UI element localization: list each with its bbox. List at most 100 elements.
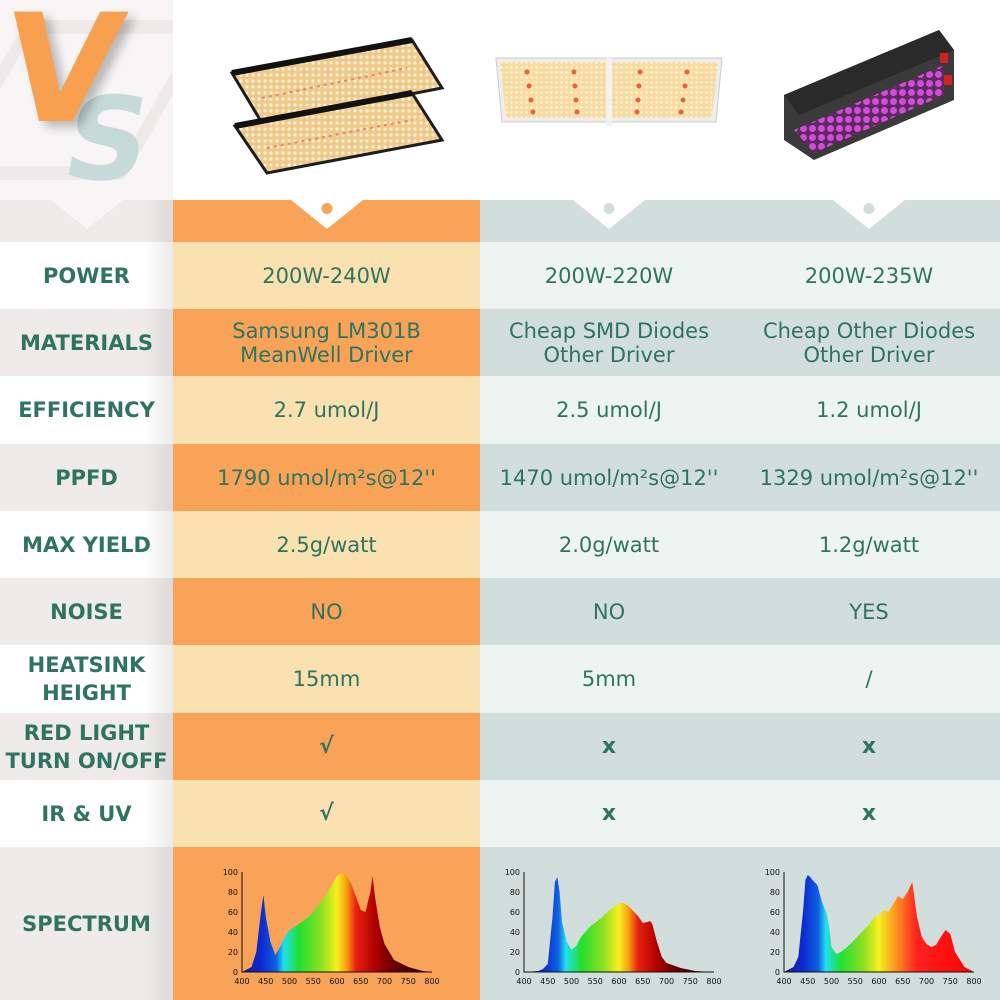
row-label-text: PPFD xyxy=(55,465,118,490)
cell-power: 200W-235W xyxy=(738,242,1000,309)
svg-text:20: 20 xyxy=(770,948,780,957)
cell-heatsink-height: / xyxy=(738,645,1000,713)
row-label-materials: MATERIALS xyxy=(0,309,173,376)
svg-text:550: 550 xyxy=(305,977,320,986)
cross-icon: x xyxy=(601,733,617,759)
cell-ppfd: 1329 umol/m²s@12'' xyxy=(738,444,1000,511)
cross-icon: x xyxy=(861,733,877,759)
band-dot-icon xyxy=(863,203,875,214)
svg-text:800: 800 xyxy=(966,977,981,986)
svg-text:100: 100 xyxy=(765,868,780,877)
blurple-light-icon xyxy=(784,30,954,160)
svg-text:100: 100 xyxy=(505,868,520,877)
svg-text:60: 60 xyxy=(510,908,520,917)
band-dot-icon xyxy=(603,203,615,214)
svg-text:650: 650 xyxy=(635,977,650,986)
cell-efficiency: 1.2 umol/J xyxy=(738,376,1000,444)
svg-text:80: 80 xyxy=(510,888,520,897)
band-dot-icon xyxy=(321,203,332,214)
row-label-text: IR & UV xyxy=(41,801,132,826)
cell-ir-uv: √ xyxy=(173,780,480,847)
cell-materials: Cheap Other Diodes Other Driver xyxy=(738,309,1000,376)
product-column-smd: 200W-220W Cheap SMD Diodes Other Driver 2.… xyxy=(480,0,738,1000)
cell-materials: Cheap SMD Diodes Other Driver xyxy=(480,309,738,376)
spectrum-area xyxy=(784,874,974,972)
cross-icon: x xyxy=(601,800,617,826)
cell-heatsink-height: 5mm xyxy=(480,645,738,713)
cell-spectrum: 0 20 40 60 80 100 400 450 500 550 600 650 700 750 800 xyxy=(738,847,1000,1000)
cell-value: NO xyxy=(310,599,343,624)
row-label-ppfd: PPFD xyxy=(0,444,173,511)
svg-text:600: 600 xyxy=(329,977,344,986)
cell-value: 200W-220W xyxy=(544,263,674,288)
svg-text:400: 400 xyxy=(516,977,531,986)
svg-text:750: 750 xyxy=(683,977,698,986)
row-label-noise: NOISE xyxy=(0,578,173,645)
product-image-featured xyxy=(173,0,480,200)
svg-text:80: 80 xyxy=(227,888,237,897)
svg-text:600: 600 xyxy=(611,977,626,986)
svg-text:20: 20 xyxy=(510,948,520,957)
svg-text:400: 400 xyxy=(234,977,249,986)
svg-text:0: 0 xyxy=(232,968,237,977)
svg-text:450: 450 xyxy=(800,977,815,986)
cell-noise: YES xyxy=(738,578,1000,645)
svg-text:500: 500 xyxy=(281,977,296,986)
cell-value: 200W-240W xyxy=(262,263,391,288)
svg-text:650: 650 xyxy=(353,977,368,986)
row-label-text: HEATSINK HEIGHT xyxy=(27,653,146,705)
svg-text:700: 700 xyxy=(919,977,934,986)
svg-text:60: 60 xyxy=(227,908,237,917)
svg-text:450: 450 xyxy=(540,977,555,986)
svg-text:0: 0 xyxy=(515,968,520,977)
cell-materials: Samsung LM301B MeanWell Driver xyxy=(173,309,480,376)
cell-ppfd: 1470 umol/m²s@12'' xyxy=(480,444,738,511)
cell-value: 2.5g/watt xyxy=(276,532,377,557)
cross-icon: x xyxy=(861,800,877,826)
product-column-blurple: 200W-235W Cheap Other Diodes Other Driver… xyxy=(738,0,1000,1000)
svg-text:0: 0 xyxy=(775,968,780,977)
cell-value: 1.2 umol/J xyxy=(816,398,922,422)
cell-value: 1.2g/watt xyxy=(818,532,920,557)
cell-red-light-turn-on-off: √ xyxy=(173,713,480,780)
cell-value: 1790 umol/m²s@12'' xyxy=(217,465,436,490)
svg-text:40: 40 xyxy=(510,928,520,937)
cell-power: 200W-240W xyxy=(173,242,480,309)
svg-text:700: 700 xyxy=(659,977,674,986)
cell-max-yield: 2.5g/watt xyxy=(173,511,480,578)
cell-noise: NO xyxy=(173,578,480,645)
svg-text:60: 60 xyxy=(770,908,780,917)
cell-value: / xyxy=(865,667,873,691)
cell-value: 1329 umol/m²s@12'' xyxy=(759,465,979,490)
spectrum-chart: 0 20 40 60 80 100 400 450 500 550 600 650 700 750 800 xyxy=(222,868,439,986)
cell-spectrum: 0 20 40 60 80 100 400 450 500 550 600 650 700 750 800 xyxy=(173,847,480,1000)
row-label-text: MAX YIELD xyxy=(22,532,151,557)
spectrum-area xyxy=(524,876,714,972)
row-label-text: RED LIGHT TURN ON/OFF xyxy=(5,720,168,773)
cell-power: 200W-220W xyxy=(480,242,738,309)
cell-value: 15mm xyxy=(292,667,361,691)
product-image-blurple xyxy=(738,0,1000,200)
spectrum-chart: 0 20 40 60 80 100 400 450 500 550 600 650 700 750 800 xyxy=(505,868,722,986)
vs-logo-v: V xyxy=(0,0,134,157)
svg-text:20: 20 xyxy=(227,948,237,957)
svg-text:650: 650 xyxy=(895,977,910,986)
svg-text:40: 40 xyxy=(227,928,237,937)
row-label-spectrum: SPECTRUM xyxy=(0,847,173,1000)
svg-text:450: 450 xyxy=(258,977,273,986)
cell-heatsink-height: 15mm xyxy=(173,645,480,713)
row-label-text: MATERIALS xyxy=(20,330,153,355)
cell-value: 2.5 umol/J xyxy=(556,398,662,422)
row-label-text: NOISE xyxy=(50,599,123,624)
svg-text:550: 550 xyxy=(588,977,603,986)
svg-text:80: 80 xyxy=(770,888,780,897)
product-column-featured: 200W-240W Samsung LM301B MeanWell Driver 2… xyxy=(173,0,480,1000)
svg-text:750: 750 xyxy=(943,977,958,986)
cell-value: NO xyxy=(592,599,626,624)
svg-text:400: 400 xyxy=(776,977,791,986)
svg-text:100: 100 xyxy=(222,868,237,877)
cell-value: 2.0g/watt xyxy=(558,532,660,557)
cell-max-yield: 1.2g/watt xyxy=(738,511,1000,578)
spectrum-area xyxy=(241,872,432,972)
